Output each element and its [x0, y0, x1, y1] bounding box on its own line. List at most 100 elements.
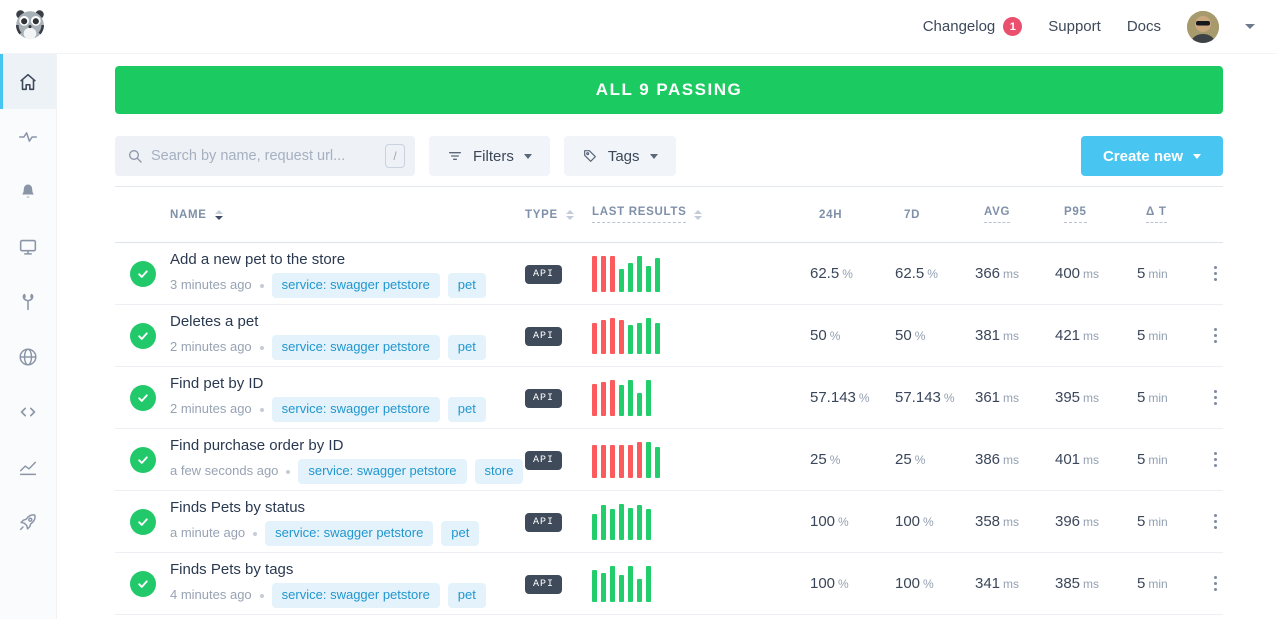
result-bar-pass[interactable]	[601, 505, 606, 540]
result-bar-pass[interactable]	[637, 323, 642, 354]
result-bar-pass[interactable]	[601, 573, 606, 602]
tag-pill[interactable]: service: swagger petstore	[271, 397, 440, 423]
result-bar-pass[interactable]	[646, 317, 651, 354]
result-bar-pass[interactable]	[619, 269, 624, 292]
tag-pill[interactable]: service: swagger petstore	[271, 273, 440, 299]
row-menu-kebab-icon[interactable]	[1208, 324, 1223, 347]
nav-changelog[interactable]: Changelog 1	[923, 17, 1023, 36]
result-bar-pass[interactable]	[637, 255, 642, 292]
check-name[interactable]: Finds Pets by tags	[170, 560, 294, 578]
tag-pill[interactable]: pet	[447, 335, 486, 361]
tag-pill[interactable]: pet	[441, 521, 480, 547]
col-header-last-results[interactable]: LAST RESULTS	[592, 206, 810, 223]
result-bar-fail[interactable]	[592, 322, 597, 354]
check-name[interactable]: Find purchase order by ID	[170, 436, 344, 454]
sidebar-item-quickstart[interactable]	[0, 494, 56, 549]
check-row[interactable]: Find purchase order by ID a few seconds …	[115, 429, 1223, 491]
result-bar-fail[interactable]	[610, 379, 615, 416]
check-name[interactable]: Add a new pet to the store	[170, 250, 346, 268]
tag-pill[interactable]: pet	[447, 273, 486, 299]
result-bar-pass[interactable]	[592, 514, 597, 540]
result-bar-pass[interactable]	[619, 385, 624, 416]
result-bar-pass[interactable]	[646, 266, 651, 292]
result-bar-pass[interactable]	[628, 379, 633, 416]
sidebar-item-locations[interactable]	[0, 329, 56, 384]
result-bar-pass[interactable]	[646, 379, 651, 416]
result-bar-pass[interactable]	[628, 565, 633, 602]
filters-button[interactable]: Filters	[429, 136, 550, 176]
tag-pill[interactable]: service: swagger petstore	[271, 583, 440, 609]
tag-pill[interactable]: service: swagger petstore	[265, 521, 434, 547]
result-bar-fail[interactable]	[601, 445, 606, 478]
result-bar-fail[interactable]	[619, 320, 624, 354]
result-bar-fail[interactable]	[628, 445, 633, 478]
user-menu-caret-icon[interactable]	[1245, 24, 1255, 29]
result-bar-pass[interactable]	[610, 508, 615, 540]
sidebar-item-alerts[interactable]	[0, 164, 56, 219]
nav-support[interactable]: Support	[1048, 18, 1101, 35]
create-new-button[interactable]: Create new	[1080, 136, 1223, 176]
result-bar-pass[interactable]	[628, 507, 633, 540]
result-bar-pass[interactable]	[646, 565, 651, 602]
result-bar-fail[interactable]	[592, 445, 597, 478]
check-row[interactable]: Finds Pets by status a minute ago servic…	[115, 491, 1223, 553]
sidebar-item-dashboards[interactable]	[0, 219, 56, 274]
tag-pill[interactable]: store	[474, 459, 524, 485]
tags-button[interactable]: Tags	[563, 136, 676, 176]
result-bar-fail[interactable]	[610, 317, 615, 354]
row-menu-kebab-icon[interactable]	[1208, 448, 1223, 471]
result-bar-fail[interactable]	[610, 255, 615, 292]
sidebar-item-analytics[interactable]	[0, 439, 56, 494]
tag-pill[interactable]: service: swagger petstore	[271, 335, 440, 361]
result-bar-pass[interactable]	[628, 263, 633, 292]
result-bar-fail[interactable]	[601, 255, 606, 292]
search-input[interactable]	[151, 148, 377, 164]
result-bar-pass[interactable]	[637, 579, 642, 602]
row-menu-kebab-icon[interactable]	[1208, 572, 1223, 595]
result-bar-fail[interactable]	[592, 255, 597, 292]
result-bar-fail[interactable]	[592, 383, 597, 416]
result-bar-pass[interactable]	[610, 565, 615, 602]
check-name-cell: Find pet by ID 2 minutes ago service: sw…	[170, 373, 525, 423]
check-name[interactable]: Deletes a pet	[170, 312, 259, 330]
row-menu-kebab-icon[interactable]	[1208, 386, 1223, 409]
check-row[interactable]: Finds Pets by tags 4 minutes ago service…	[115, 553, 1223, 615]
result-bar-pass[interactable]	[592, 569, 597, 602]
result-bar-fail[interactable]	[619, 445, 624, 478]
check-type-cell: API	[525, 449, 592, 470]
result-bar-fail[interactable]	[610, 445, 615, 478]
sidebar-item-home[interactable]	[0, 54, 56, 109]
col-header-name[interactable]: NAME	[170, 209, 525, 221]
result-bar-pass[interactable]	[619, 574, 624, 602]
result-bar-pass[interactable]	[628, 324, 633, 354]
sidebar-item-activity[interactable]	[0, 109, 56, 164]
check-row[interactable]: Add a new pet to the store 3 minutes ago…	[115, 243, 1223, 305]
result-bar-pass[interactable]	[619, 503, 624, 540]
nav-docs[interactable]: Docs	[1127, 18, 1161, 35]
app-logo[interactable]	[12, 6, 48, 47]
result-bar-fail[interactable]	[601, 320, 606, 354]
check-tags: service: swagger petstore pet	[271, 273, 486, 299]
col-header-type[interactable]: TYPE	[525, 209, 592, 221]
result-bar-pass[interactable]	[637, 393, 642, 416]
row-menu-kebab-icon[interactable]	[1208, 262, 1223, 285]
sidebar-item-snippets[interactable]	[0, 384, 56, 439]
user-avatar[interactable]	[1187, 10, 1219, 43]
result-bar-pass[interactable]	[655, 322, 660, 354]
tag-pill[interactable]: pet	[447, 397, 486, 423]
check-name[interactable]: Finds Pets by status	[170, 498, 306, 516]
result-bar-pass[interactable]	[646, 441, 651, 478]
sidebar-item-maintenance[interactable]	[0, 274, 56, 329]
result-bar-pass[interactable]	[655, 258, 660, 292]
check-row[interactable]: Find pet by ID 2 minutes ago service: sw…	[115, 367, 1223, 429]
tag-pill[interactable]: service: swagger petstore	[298, 459, 467, 485]
result-bar-pass[interactable]	[646, 508, 651, 540]
check-row[interactable]: Deletes a pet 2 minutes ago service: swa…	[115, 305, 1223, 367]
result-bar-fail[interactable]	[601, 381, 606, 416]
tag-pill[interactable]: pet	[447, 583, 486, 609]
result-bar-pass[interactable]	[655, 446, 660, 478]
check-name[interactable]: Find pet by ID	[170, 374, 264, 392]
row-menu-kebab-icon[interactable]	[1208, 510, 1223, 533]
result-bar-pass[interactable]	[637, 505, 642, 540]
result-bar-fail[interactable]	[637, 441, 642, 478]
